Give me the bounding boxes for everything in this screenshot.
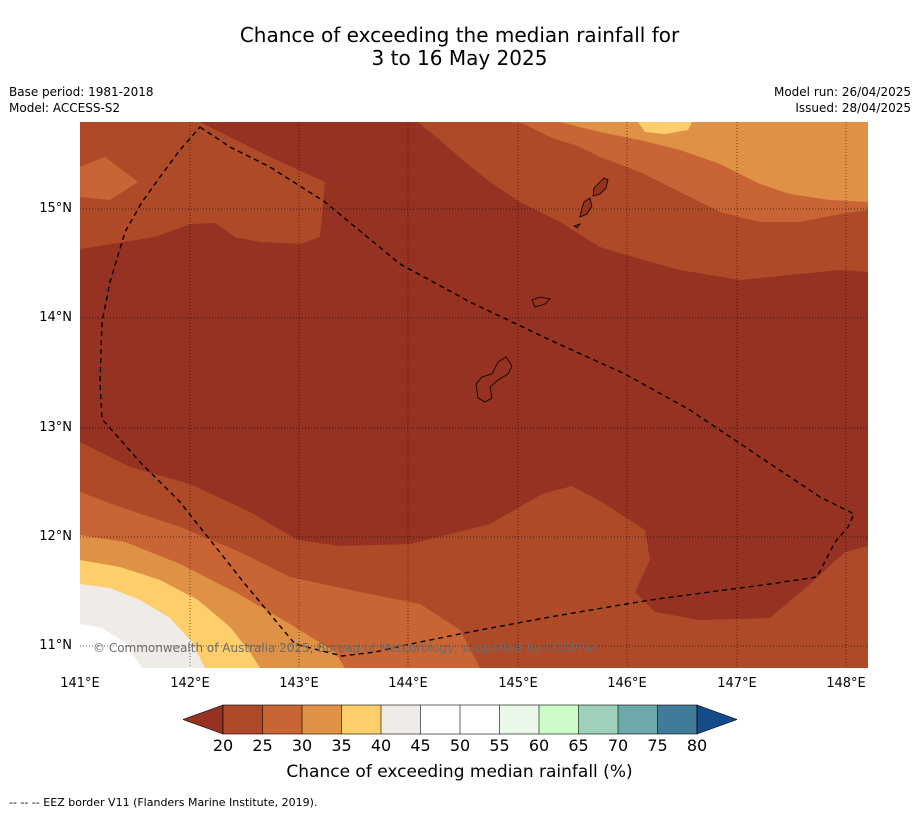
lon-label-143e: 143°E (279, 676, 319, 691)
chart-title-line-2: 3 to 16 May 2025 (371, 46, 548, 70)
colorbar-tick-35: 35 (331, 736, 352, 755)
colorbar-tick-45: 45 (410, 736, 431, 755)
colorbar-tick-20: 20 (212, 736, 234, 755)
colorbar-swatch-60-65 (539, 705, 579, 734)
rainfall-map: © Commonwealth of Australia 2025, Bureau… (80, 122, 868, 668)
base-period-text: Base period: 1981-2018 (9, 85, 154, 99)
chart-title-line-1: Chance of exceeding the median rainfall … (239, 23, 680, 47)
island-guam (475, 356, 513, 403)
lon-label-148e: 148°E (826, 676, 866, 691)
colorbar-swatch-65-70 (578, 705, 618, 734)
lon-label-142e: 142°E (170, 676, 210, 691)
region-20-25-northwest (80, 122, 325, 249)
colorbar-swatch-75-80 (657, 705, 697, 734)
colorbar-tick-25: 25 (252, 736, 273, 755)
island-rota (531, 296, 551, 308)
region-25-30-northwest (80, 157, 138, 200)
model-info-right: Model run: 26/04/2025 Issued: 28/04/2025 (774, 84, 911, 116)
island-outlines (475, 177, 609, 403)
lat-label-12n: 12°N (39, 529, 72, 544)
colorbar-below-20-arrow (183, 704, 224, 735)
colorbar (183, 704, 737, 735)
colorbar-tick-30: 30 (291, 736, 313, 755)
colorbar-above-80-arrow (696, 704, 737, 735)
lon-label-144e: 144°E (388, 676, 428, 691)
colorbar-tick-60: 60 (528, 736, 550, 755)
eez-footnote: -- -- -- EEZ border V11 (Flanders Marine… (9, 796, 318, 809)
colorbar-tick-70: 70 (607, 736, 629, 755)
colorbar-swatch-45-50 (420, 705, 460, 734)
colorbar-swatch-30-35 (302, 705, 342, 734)
colorbar-tick-65: 65 (568, 736, 589, 755)
colorbar-tick-80: 80 (686, 736, 708, 755)
lat-label-13n: 13°N (39, 420, 72, 435)
lat-label-11n: 11°N (39, 638, 72, 653)
model-text: Model: ACCESS-S2 (9, 101, 121, 115)
map-gridlines (80, 122, 868, 668)
colorbar-tick-50: 50 (449, 736, 471, 755)
colorbar-swatch-25-30 (262, 705, 302, 734)
island-aguijan (573, 223, 582, 229)
model-info-left: Base period: 1981-2018 Model: ACCESS-S2 (9, 84, 154, 116)
lon-label-146e: 146°E (607, 676, 647, 691)
lon-label-145e: 145°E (498, 676, 538, 691)
region-30-35-northeast (560, 122, 868, 202)
lat-label-14n: 14°N (39, 310, 72, 325)
colorbar-tick-55: 55 (489, 736, 510, 755)
colorbar-swatch-50-55 (460, 705, 500, 734)
island-saipan (592, 177, 609, 197)
colorbar-tick-40: 40 (370, 736, 392, 755)
colorbar-swatch-35-40 (341, 705, 381, 734)
colorbar-swatch-70-75 (618, 705, 658, 734)
eez-border (99, 126, 855, 657)
map-canvas (80, 122, 868, 668)
colorbar-swatch-40-45 (381, 705, 421, 734)
colorbar-swatch-20-25 (223, 705, 263, 734)
island-tinian (579, 197, 593, 218)
lat-label-15n: 15°N (39, 201, 72, 216)
issued-text: Issued: 28/04/2025 (795, 101, 911, 115)
region-35-40-northeast (638, 122, 692, 134)
lon-label-141e: 141°E (60, 676, 100, 691)
copyright-text: © Commonwealth of Australia 2025, Bureau… (93, 641, 599, 655)
colorbar-tick-75: 75 (647, 736, 668, 755)
colorbar-swatch-55-60 (499, 705, 539, 734)
colorbar-label: Chance of exceeding median rainfall (%) (286, 762, 633, 782)
lon-label-147e: 147°E (717, 676, 757, 691)
model-run-text: Model run: 26/04/2025 (773, 85, 911, 99)
